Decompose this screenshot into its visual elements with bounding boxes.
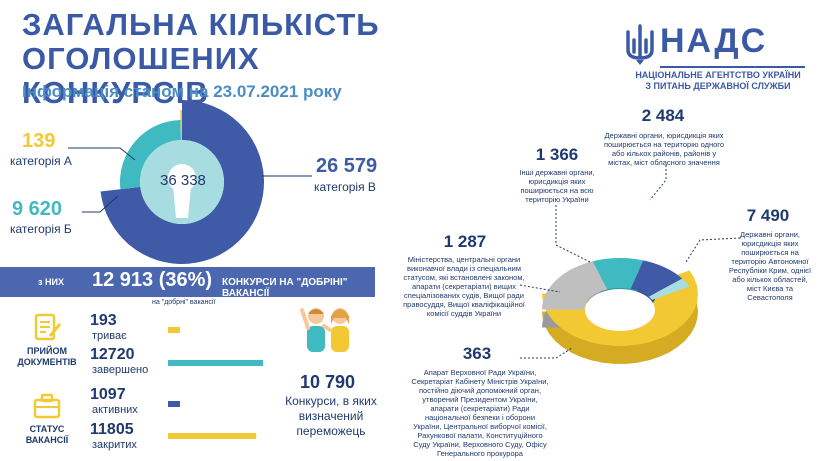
bar-docs-done xyxy=(168,360,263,366)
seg-district-value: 2 484 xyxy=(641,106,685,125)
docs-section-label: ПРИЙОМ ДОКУМЕНТІВ xyxy=(12,346,82,368)
leader-cat-b xyxy=(82,195,119,213)
winners-value: 10 790 xyxy=(300,372,356,392)
logo-divider xyxy=(660,66,805,68)
leader-cat-a xyxy=(68,147,136,161)
seg-ministries-text: Міністерства, центральні органи виконавч… xyxy=(403,255,525,318)
docs-done-value: 12720 xyxy=(90,346,135,363)
docs-ongoing-value: 193 xyxy=(90,312,117,329)
cat-v-label: категорія В xyxy=(314,180,376,194)
title-line-2: ОГОЛОШЕНИХ КОНКУРСІВ xyxy=(22,41,260,110)
cat-a-value: 139 xyxy=(22,130,56,152)
keyhole-bottom xyxy=(173,186,191,218)
cat-a-label: категорія А xyxy=(10,154,72,168)
trident-icon xyxy=(626,24,654,65)
donut-slice-cat-b xyxy=(120,120,181,190)
people-icon xyxy=(300,308,349,352)
docs-ongoing-label: триває xyxy=(92,330,127,342)
cat-b-value: 9 620 xyxy=(12,198,63,220)
page-title: ЗАГАЛЬНА КІЛЬКІСТЬ ОГОЛОШЕНИХ КОНКУРСІВ xyxy=(22,8,442,110)
bar-status-closed xyxy=(168,433,257,439)
banner-note: на "добрні" вакансії xyxy=(152,299,216,306)
document-icon xyxy=(34,313,62,341)
logo-subtitle-line-2: З ПИТАНЬ ДЕРЖАВНОЇ СЛУЖБИ xyxy=(645,81,791,91)
ring-seg-ministries-top xyxy=(630,260,683,297)
cat-b-label: категорія Б xyxy=(10,222,72,236)
ring-seg-national-top xyxy=(592,258,644,290)
keyhole-top xyxy=(168,164,196,192)
donut-slice-cat-a xyxy=(180,110,182,141)
winners-label-line-3: переможець xyxy=(296,424,366,438)
status-active-value: 1097 xyxy=(90,386,126,403)
status-label-line-1: СТАТУС xyxy=(29,424,65,434)
docs-label-line-1: ПРИЙОМ xyxy=(27,346,67,356)
winners-label-line-1: Конкурси, в яких xyxy=(285,394,377,408)
briefcase-icon xyxy=(33,393,61,419)
nads-logo: НАДС НАЦІОНАЛЬНЕ АГЕНТСТВО УКРАЇНИ З ПИТ… xyxy=(620,22,805,92)
seg-regional-value: 7 490 xyxy=(746,206,790,225)
ring-hole xyxy=(585,289,655,331)
banner-suffix: КОНКУРСИ НА "ДОБРІНІ" ВАКАНСІЇ xyxy=(222,277,348,299)
winners-label: Конкурси, в яких визначений переможець xyxy=(272,394,390,439)
status-section-label: СТАТУС ВАКАНСІЇ xyxy=(12,424,82,446)
leader-seg-district xyxy=(649,165,667,201)
status-closed-value: 11805 xyxy=(90,421,134,438)
winners-label-line-2: визначений xyxy=(298,409,364,423)
ring-seg-apparatus-top xyxy=(648,278,690,301)
seg-national-value: 1 366 xyxy=(535,145,579,164)
leader-seg-ministries xyxy=(519,284,561,293)
logo-subtitle: НАЦІОНАЛЬНЕ АГЕНТСТВО УКРАЇНИ З ПИТАНЬ Д… xyxy=(628,70,808,92)
leader-seg-apparatus xyxy=(520,347,573,359)
donut-slice-cat-v xyxy=(100,100,264,264)
cat-v-value: 26 579 xyxy=(316,155,378,177)
seg-ministries-value: 1 287 xyxy=(443,232,487,251)
logo-name: НАДС xyxy=(660,22,768,60)
docs-done-label: завершено xyxy=(92,364,149,376)
seg-apparatus-value: 363 xyxy=(462,344,492,363)
seg-district-text: Державні органи, юрисдикція яких поширює… xyxy=(603,131,725,167)
bar-status-active xyxy=(168,401,180,407)
logo-subtitle-line-1: НАЦІОНАЛЬНЕ АГЕНТСТВО УКРАЇНИ xyxy=(635,70,801,80)
banner-prefix: з НИХ xyxy=(38,277,64,287)
seg-regional-text: Державні органи, юрисдикція яких поширює… xyxy=(728,230,812,302)
ring-seg-district-top xyxy=(542,261,608,310)
leader-seg-regional xyxy=(685,237,741,263)
status-closed-label: закритих xyxy=(92,439,137,451)
status-label-line-2: ВАКАНСІЇ xyxy=(25,435,69,445)
seg-national-text: Інші державні органи, юрисдикція яких по… xyxy=(519,168,595,204)
bar-docs-ongoing xyxy=(168,327,180,333)
donut-total: 36 338 xyxy=(160,172,206,189)
banner-value: 12 913 (36%) xyxy=(92,269,213,291)
seg-apparatus-text: Апарат Верховної Ради України, Секретарі… xyxy=(411,368,549,458)
kind-vacancies-banner: з НИХ 12 913 (36%) КОНКУРСИ НА "ДОБРІНІ"… xyxy=(0,267,375,299)
title-line-1: ЗАГАЛЬНА КІЛЬКІСТЬ xyxy=(22,7,380,42)
leader-seg-national xyxy=(555,205,591,263)
status-active-label: активних xyxy=(92,404,138,416)
docs-label-line-2: ДОКУМЕНТІВ xyxy=(17,357,77,367)
page-subtitle: Інформація станом на 23.07.2021 року xyxy=(22,82,342,101)
